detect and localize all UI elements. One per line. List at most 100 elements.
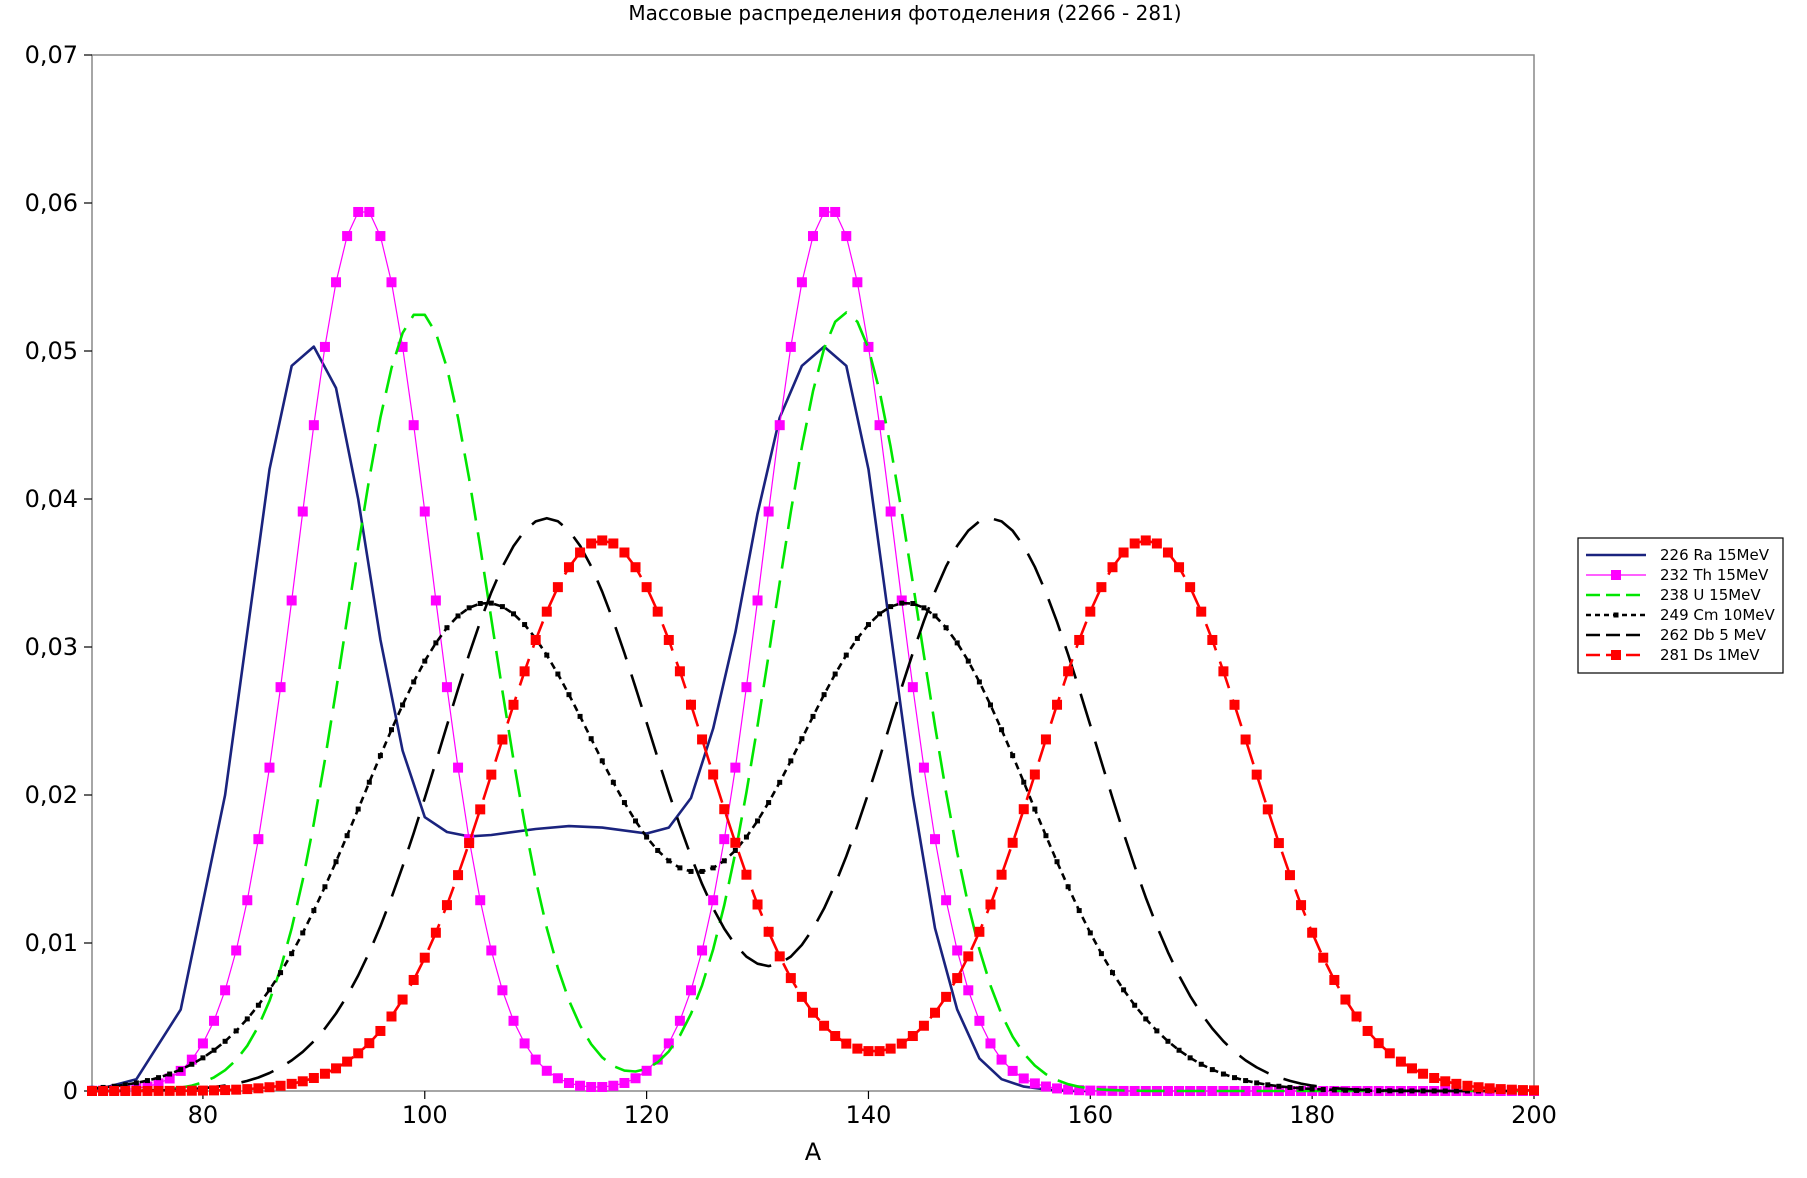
data-point: [774, 951, 785, 962]
y-tick-label: 0,05: [25, 337, 78, 365]
data-point: [1074, 634, 1085, 645]
legend-item: 281 Ds 1MeV: [1586, 646, 1760, 664]
data-point: [1320, 1087, 1326, 1093]
data-point: [552, 1073, 563, 1084]
data-point: [209, 1015, 220, 1026]
data-point: [1018, 1073, 1029, 1084]
data-point: [342, 1056, 353, 1067]
data-point: [1529, 1085, 1539, 1096]
data-point: [563, 1077, 574, 1088]
legend-label: 281 Ds 1MeV: [1660, 646, 1760, 664]
data-point: [597, 1081, 608, 1092]
data-point: [1440, 1076, 1451, 1087]
data-point: [1276, 1083, 1282, 1089]
data-point: [952, 945, 963, 956]
data-point: [1331, 1087, 1337, 1093]
data-point: [1118, 547, 1129, 558]
data-point: [286, 595, 297, 606]
data-point: [430, 595, 441, 606]
data-point: [785, 973, 796, 984]
data-point: [610, 779, 616, 785]
data-point: [1273, 838, 1284, 849]
data-point: [289, 951, 295, 957]
data-point: [1040, 1081, 1051, 1092]
data-point: [122, 1082, 128, 1088]
data-point: [1098, 951, 1104, 957]
data-point: [220, 985, 231, 996]
data-point: [433, 640, 439, 646]
data-point: [286, 1078, 297, 1089]
data-point: [1287, 1084, 1293, 1090]
data-point: [1087, 930, 1093, 936]
data-point: [608, 538, 619, 549]
data-point: [300, 930, 306, 936]
data-point: [375, 231, 386, 242]
series-3: [89, 600, 1537, 1094]
data-point: [841, 231, 852, 242]
data-point: [1196, 606, 1207, 617]
legend-item: 262 Db 5 MeV: [1586, 626, 1767, 644]
data-point: [175, 1085, 186, 1096]
data-point: [253, 1083, 264, 1094]
data-point: [885, 506, 896, 517]
x-tick-label: 200: [1511, 1101, 1557, 1129]
data-point: [522, 622, 528, 628]
data-point: [874, 1046, 885, 1057]
data-point: [333, 859, 339, 865]
x-tick-label: 180: [1289, 1101, 1335, 1129]
data-point: [1395, 1056, 1406, 1067]
data-point: [974, 926, 985, 937]
data-point: [1198, 1061, 1204, 1067]
data-point: [178, 1067, 184, 1073]
data-point: [985, 899, 996, 910]
y-tick-label: 0,06: [25, 189, 78, 217]
data-point: [1085, 606, 1096, 617]
data-point: [1207, 634, 1218, 645]
data-point: [555, 671, 561, 677]
data-point: [197, 1038, 208, 1049]
data-point: [1373, 1038, 1384, 1049]
data-point: [841, 1038, 852, 1049]
data-point: [777, 779, 783, 785]
data-point: [755, 818, 761, 824]
data-point: [275, 1080, 286, 1091]
data-point: [1121, 987, 1127, 993]
data-point: [644, 834, 650, 840]
y-tick-label: 0,01: [25, 929, 78, 957]
data-point: [843, 652, 849, 658]
data-point: [411, 679, 417, 685]
data-point: [774, 420, 785, 431]
data-point: [1254, 1080, 1260, 1086]
data-point: [796, 991, 807, 1002]
data-point: [153, 1078, 164, 1089]
data-point: [688, 868, 694, 874]
data-point: [719, 834, 730, 845]
data-point: [275, 682, 286, 693]
legend-label: 226 Ra 15MeV: [1660, 546, 1770, 564]
chart-title: Массовые распределения фотоделения (2266…: [628, 1, 1181, 25]
data-point: [907, 682, 918, 693]
data-point: [741, 682, 752, 693]
data-point: [1265, 1082, 1271, 1088]
data-point: [264, 762, 275, 773]
data-point: [1484, 1083, 1495, 1094]
data-point: [1174, 562, 1185, 573]
data-point: [355, 806, 361, 812]
data-point: [441, 900, 452, 911]
data-point: [353, 1048, 364, 1059]
data-point: [1462, 1080, 1473, 1091]
data-point: [364, 206, 375, 217]
data-point: [233, 1028, 239, 1034]
data-point: [674, 1015, 685, 1026]
data-point: [808, 1007, 818, 1018]
data-point: [852, 277, 863, 288]
y-tick-label: 0: [63, 1077, 78, 1105]
data-point: [164, 1085, 175, 1096]
data-point: [575, 547, 586, 558]
data-point: [1010, 753, 1016, 759]
legend-label: 262 Db 5 MeV: [1660, 626, 1767, 644]
legend-label: 238 U 15MeV: [1660, 586, 1761, 604]
data-point: [98, 1085, 109, 1096]
data-point: [1054, 859, 1060, 865]
data-point: [1232, 1075, 1238, 1081]
